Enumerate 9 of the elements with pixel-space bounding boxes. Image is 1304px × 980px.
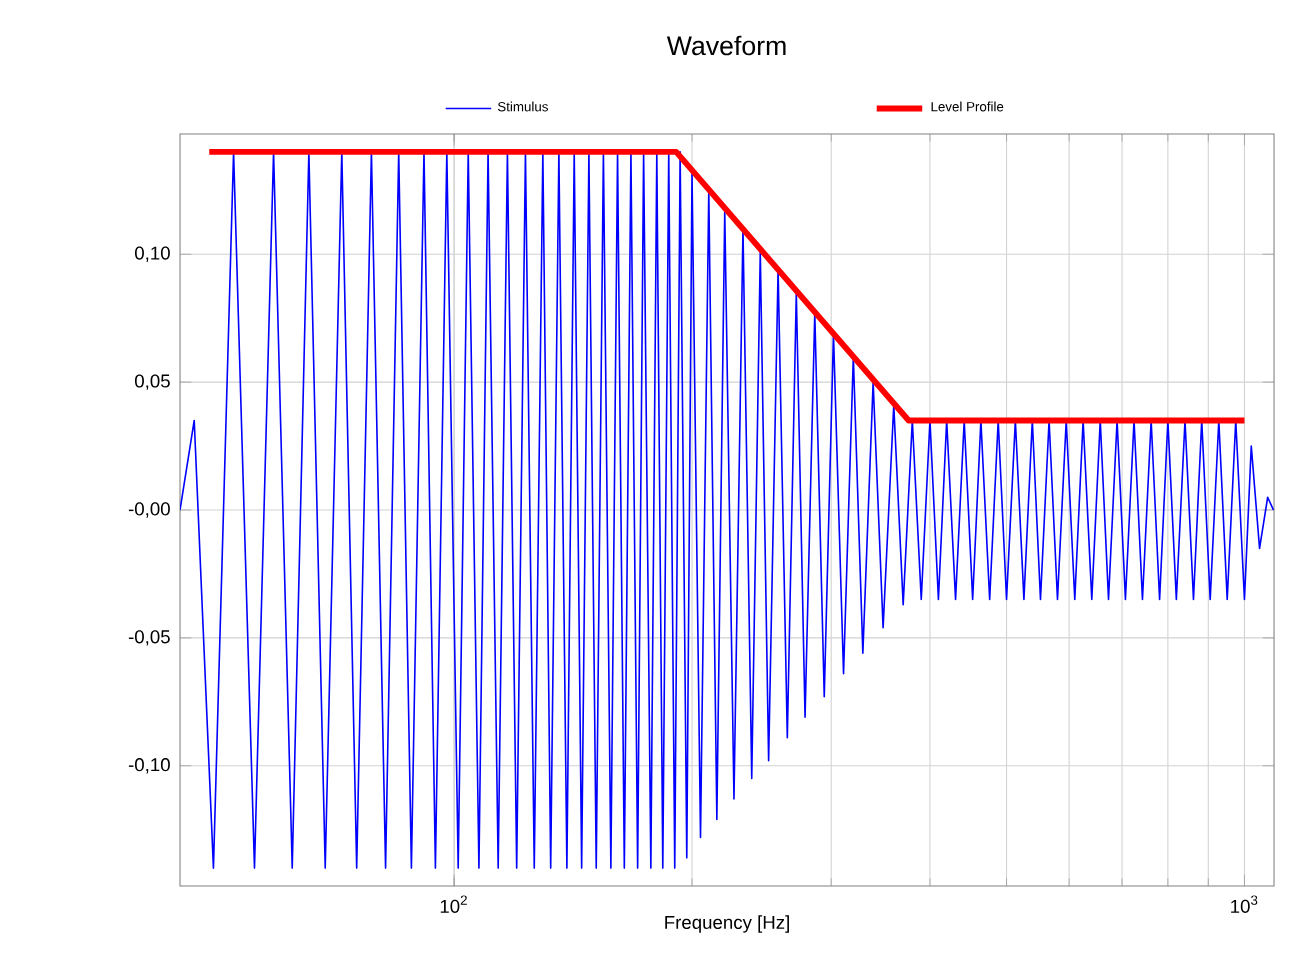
chart-title: Waveform xyxy=(666,35,786,56)
y-tick-label: -0,10 xyxy=(128,758,170,774)
y-tick-label: -0,05 xyxy=(128,630,170,646)
x-tick-label: 10$^{2}$ xyxy=(440,895,467,913)
y-tick-label: 0,05 xyxy=(134,374,170,390)
x-tick-label: 10$^{3}$ xyxy=(1231,895,1258,913)
y-tick-label: -0,00 xyxy=(128,502,170,518)
x-axis-title: Frequency [Hz] xyxy=(665,915,789,933)
y-tick-label: 0,10 xyxy=(134,246,170,262)
